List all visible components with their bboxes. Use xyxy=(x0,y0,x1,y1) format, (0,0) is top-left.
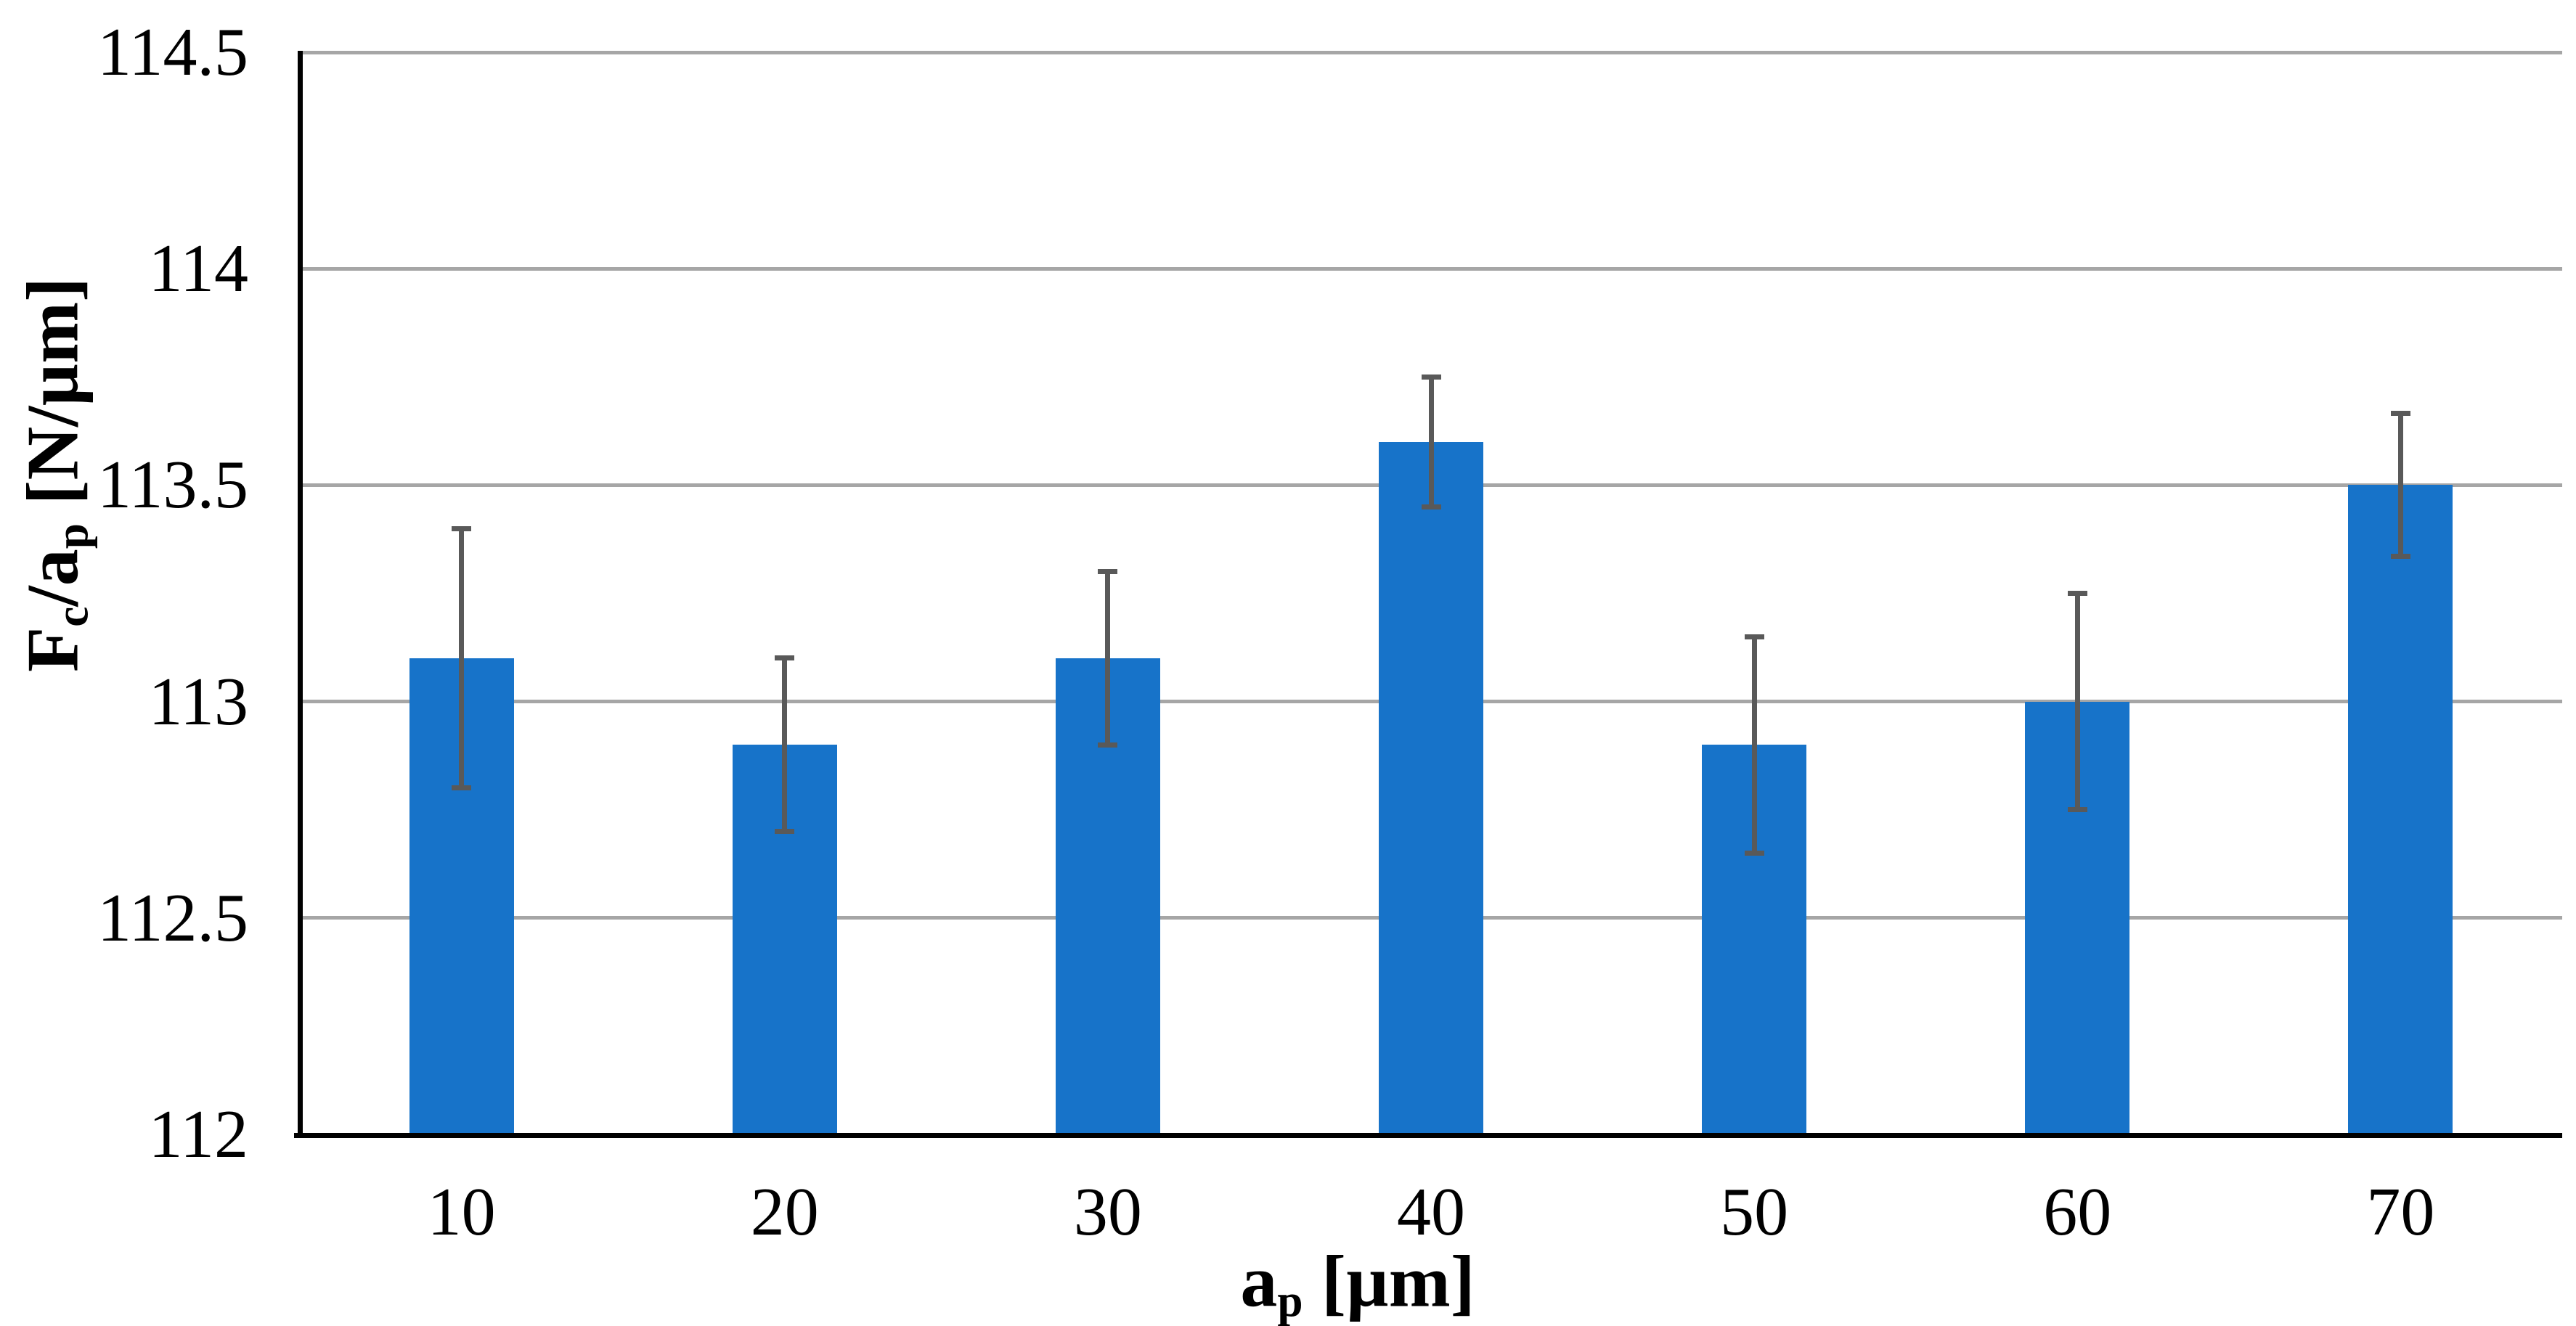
y-tick-label-113: 113 xyxy=(148,663,248,740)
error-cap-bottom-10 xyxy=(452,785,472,791)
y-axis-title: Fc/ap [N/µm] xyxy=(12,277,98,672)
error-cap-bottom-70 xyxy=(2390,554,2410,560)
y-axis-title-part: F xyxy=(12,626,94,673)
error-cap-top-40 xyxy=(1421,374,1441,380)
error-cap-bottom-60 xyxy=(2067,807,2087,813)
x-tick-label-10: 10 xyxy=(427,1174,496,1250)
error-cap-bottom-40 xyxy=(1421,504,1441,509)
x-tick-label-30: 30 xyxy=(1073,1174,1142,1250)
x-tick-label-20: 20 xyxy=(750,1174,819,1250)
y-tick-label-114: 114 xyxy=(148,231,248,307)
error-bar-70 xyxy=(2397,413,2403,557)
x-axis-title: ap [µm] xyxy=(1240,1245,1475,1324)
x-tick-label-50: 50 xyxy=(1720,1174,1789,1250)
y-tick-label-112.5: 112.5 xyxy=(97,880,248,956)
error-bar-20 xyxy=(782,658,788,832)
error-cap-top-60 xyxy=(2067,591,2087,596)
error-cap-bottom-50 xyxy=(1744,850,1764,856)
x-axis-title-part-sub: p xyxy=(1277,1275,1303,1326)
error-cap-top-10 xyxy=(452,525,472,531)
bar-40 xyxy=(1379,441,1483,1134)
error-cap-bottom-20 xyxy=(775,829,795,835)
y-axis-title-part-sub: c xyxy=(46,606,98,627)
error-cap-top-30 xyxy=(1098,569,1118,575)
error-bar-40 xyxy=(1428,377,1434,507)
y-tick-label-114.5: 114.5 xyxy=(97,15,248,90)
error-cap-top-50 xyxy=(1744,634,1764,639)
gridline-114.5 xyxy=(300,50,2562,54)
error-bar-10 xyxy=(459,528,465,788)
bar-70 xyxy=(2348,485,2453,1134)
error-bar-60 xyxy=(2074,593,2080,810)
x-tick-label-70: 70 xyxy=(2366,1174,2435,1250)
x-axis-title-part: a xyxy=(1240,1240,1278,1323)
error-cap-top-20 xyxy=(775,655,795,661)
y-axis-title-part-sub: p xyxy=(46,523,98,549)
y-axis-title-part: [N/µm] xyxy=(12,277,94,524)
y-tick-label-112: 112 xyxy=(148,1097,248,1172)
x-tick-label-60: 60 xyxy=(2043,1174,2112,1250)
x-tick-label-40: 40 xyxy=(1397,1174,1465,1250)
y-tick-label-113.5: 113.5 xyxy=(97,447,248,523)
error-bar-30 xyxy=(1105,571,1111,745)
error-cap-top-70 xyxy=(2390,411,2410,417)
x-axis-line xyxy=(294,1133,2562,1138)
x-axis-title-part: [µm] xyxy=(1303,1240,1475,1323)
error-cap-bottom-30 xyxy=(1098,742,1118,748)
gridline-114 xyxy=(300,266,2562,271)
y-axis-title-part: /a xyxy=(12,549,94,607)
y-axis-line xyxy=(298,51,303,1138)
error-bar-50 xyxy=(1751,637,1757,854)
